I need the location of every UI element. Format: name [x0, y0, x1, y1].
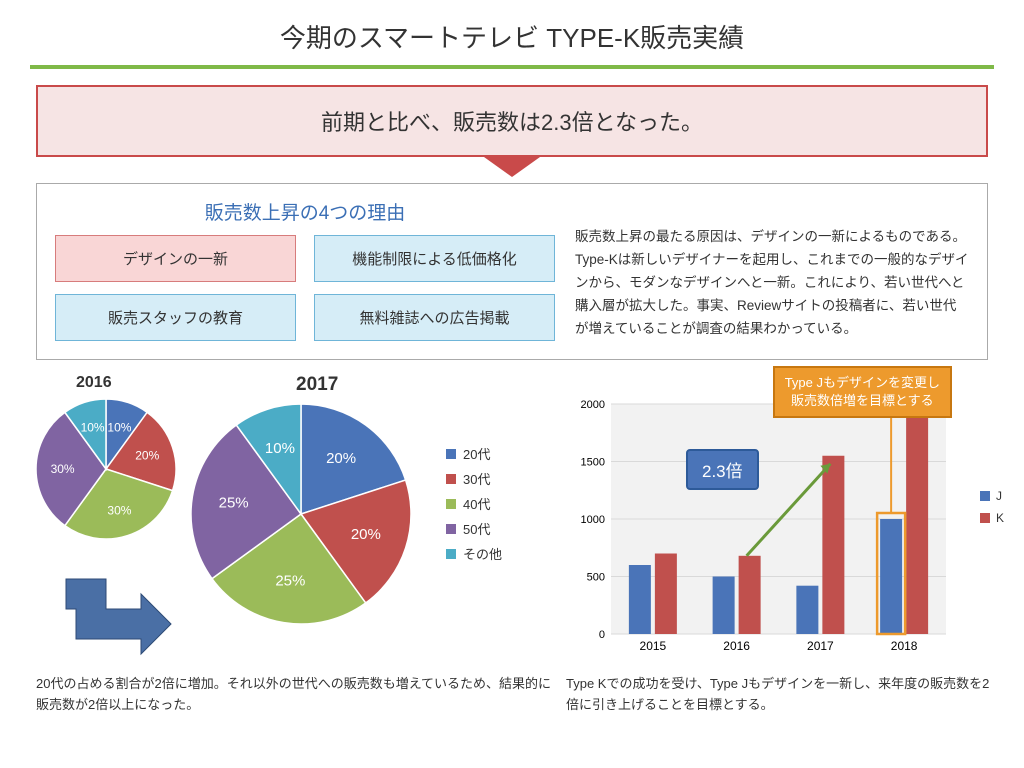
svg-text:25%: 25%	[275, 572, 305, 589]
reasons-heading: 販売数上昇の4つの理由	[55, 198, 555, 225]
svg-text:2015: 2015	[640, 639, 667, 653]
svg-text:500: 500	[587, 572, 605, 584]
title-rule	[30, 65, 994, 69]
growth-badge: 2.3倍	[686, 449, 759, 490]
svg-text:0: 0	[599, 629, 605, 641]
svg-text:25%: 25%	[219, 494, 249, 511]
reasons-body: 販売数上昇の最たる原因は、デザインの一新によるものである。Type-Kは新しいデ…	[575, 198, 969, 341]
svg-text:10%: 10%	[265, 440, 295, 457]
reason-box-1: 機能制限による低価格化	[314, 235, 555, 282]
bar-legend: JK	[980, 489, 1004, 533]
svg-text:10%: 10%	[107, 421, 131, 435]
svg-text:20%: 20%	[135, 449, 159, 463]
callout-box: Type Jもデザインを変更し販売数倍増を目標とする	[773, 366, 952, 418]
svg-text:1000: 1000	[581, 514, 605, 526]
reason-box-0: デザインの一新	[55, 235, 296, 282]
grow-arrow-icon	[56, 569, 176, 664]
pie-legend: 20代30代40代50代その他	[446, 444, 502, 569]
reason-box-3: 無料雑誌への広告掲載	[314, 294, 555, 341]
reasons-panel: 販売数上昇の4つの理由 デザインの一新機能制限による低価格化販売スタッフの教育無…	[36, 183, 988, 360]
pie-title-2016: 2016	[76, 374, 112, 392]
svg-text:2018: 2018	[891, 639, 918, 653]
page-title: 今期のスマートテレビ TYPE-K販売実績	[0, 0, 1024, 65]
down-triangle-icon	[484, 157, 540, 177]
svg-text:2017: 2017	[807, 639, 834, 653]
bar-chart: 05001000150020002015201620172018 JK Type…	[566, 374, 996, 669]
svg-text:2016: 2016	[723, 639, 750, 653]
svg-text:2000: 2000	[581, 399, 605, 411]
headline-box: 前期と比べ、販売数は2.3倍となった。	[36, 85, 988, 157]
svg-text:30%: 30%	[51, 462, 75, 476]
svg-text:1500: 1500	[581, 457, 605, 469]
pie-title-2017: 2017	[296, 374, 338, 396]
pies-caption: 20代の占める割合が2倍に増加。それ以外の世代への販売数も増えているため、結果的…	[36, 674, 556, 716]
svg-text:30%: 30%	[107, 503, 131, 517]
pie-charts: 2016 2017 10% 20% 30% 30% 10% 20% 20% 25% 25% 10…	[36, 374, 556, 669]
svg-text:20%: 20%	[326, 450, 356, 467]
reason-box-2: 販売スタッフの教育	[55, 294, 296, 341]
bars-caption: Type Kでの成功を受け、Type Jもデザインを一新し、来年度の販売数を2倍…	[566, 674, 996, 716]
svg-text:10%: 10%	[81, 421, 105, 435]
svg-text:20%: 20%	[351, 526, 381, 543]
headline-text: 前期と比べ、販売数は2.3倍となった。	[321, 110, 703, 135]
